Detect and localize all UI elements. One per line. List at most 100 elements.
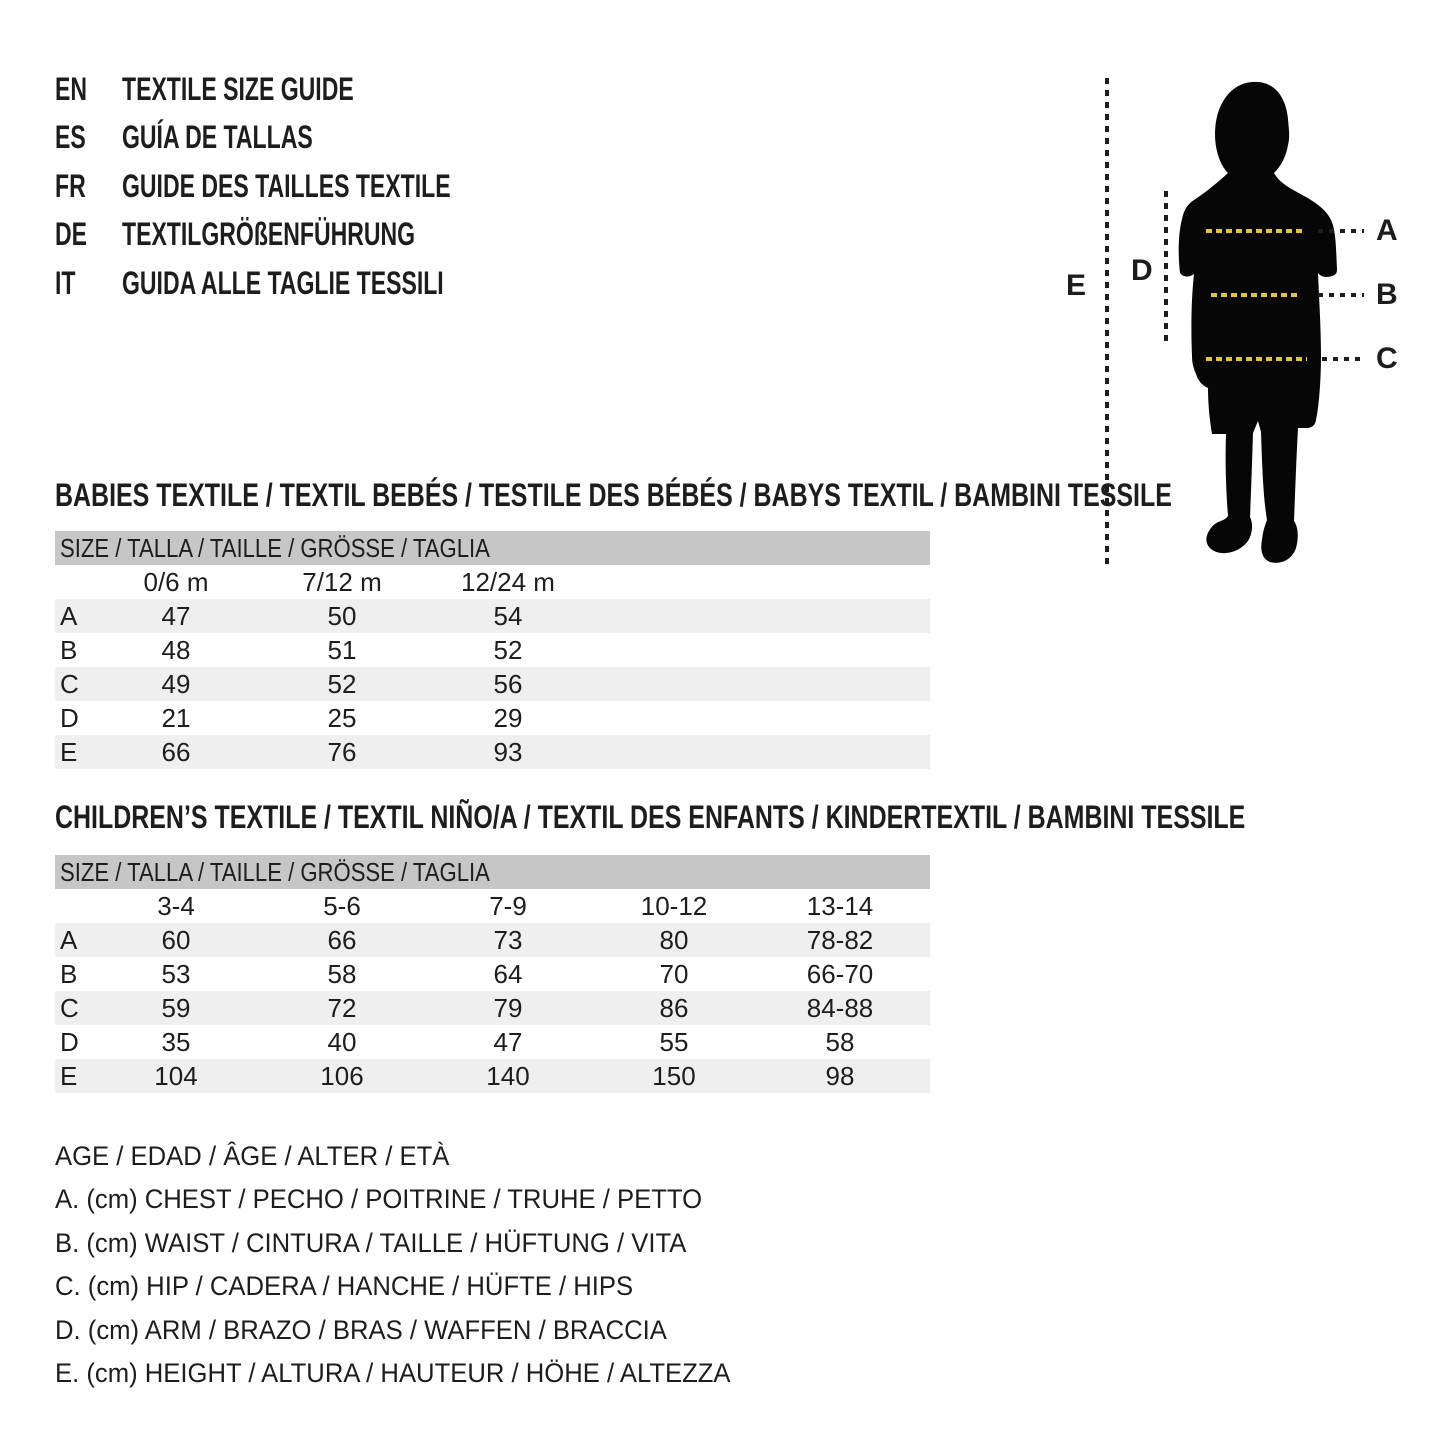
cell-value: 66-70: [806, 958, 874, 989]
size-header-bar: SIZE / TALLA / TAILLE / GRÖSSE / TAGLIA: [55, 855, 930, 889]
figure-label-arm-D: D: [1131, 254, 1153, 287]
row-label: C: [60, 668, 79, 699]
cell-value: 54: [493, 600, 523, 631]
column-header: 0/6 m: [143, 566, 209, 597]
column-header: 12/24 m: [461, 566, 555, 597]
cell-value: 52: [493, 634, 523, 665]
table-row: D 21 25 29: [55, 701, 930, 735]
cell-value: 93: [493, 736, 523, 767]
figure-label-height-E: E: [1066, 269, 1087, 302]
header-row-fr: FR GUIDE DES TAILLES TEXTILE: [55, 167, 578, 204]
cell-value: 84-88: [806, 992, 874, 1023]
cell-value: 140: [486, 1060, 530, 1091]
height-measure-line-E: [1105, 78, 1109, 570]
guide-title: TEXTILE SIZE GUIDE: [122, 70, 354, 107]
cell-value: 59: [161, 992, 191, 1023]
cell-value: 70: [659, 958, 689, 989]
cell-value: 47: [161, 600, 191, 631]
cell-value: 104: [154, 1060, 198, 1091]
cell-value: 48: [161, 634, 191, 665]
figure-label-waist-B: B: [1376, 278, 1398, 311]
column-header-row: 3-4 5-6 7-9 10-12 13-14: [55, 889, 930, 923]
children-size-table: SIZE / TALLA / TAILLE / GRÖSSE / TAGLIA …: [55, 855, 930, 1093]
legend-chest: A. (cm) CHEST / PECHO / POITRINE / TRUHE…: [55, 1183, 703, 1214]
cell-value: 72: [327, 992, 357, 1023]
waist-line-dashes: [1211, 293, 1300, 297]
cell-value: 49: [161, 668, 191, 699]
table-row: C 49 52 56: [55, 667, 930, 701]
row-label: E: [60, 736, 78, 767]
size-header-label: SIZE / TALLA / TAILLE / GRÖSSE / TAGLIA: [60, 532, 490, 563]
language-code: FR: [55, 167, 86, 204]
column-header: 13-14: [806, 890, 874, 921]
column-header: 5-6: [323, 890, 361, 921]
figure-label-chest-A: A: [1376, 214, 1398, 247]
row-label: E: [60, 1060, 78, 1091]
column-header: 10-12: [640, 890, 708, 921]
guide-title: TEXTILGRÖßENFÜHRUNG: [122, 215, 416, 252]
cell-value: 86: [659, 992, 689, 1023]
cell-value: 98: [825, 1060, 855, 1091]
row-label: C: [60, 992, 79, 1023]
cell-value: 52: [327, 668, 357, 699]
cell-value: 64: [493, 958, 523, 989]
row-label: A: [60, 924, 78, 955]
language-code: EN: [55, 70, 88, 107]
cell-value: 78-82: [806, 924, 874, 955]
cell-value: 150: [652, 1060, 696, 1091]
cell-value: 73: [493, 924, 523, 955]
table-row: A 60 66 73 80 78-82: [55, 923, 930, 957]
cell-value: 58: [327, 958, 357, 989]
legend-age: AGE / EDAD / ÂGE / ALTER / ETÀ: [55, 1140, 450, 1171]
table-row: C 59 72 79 86 84-88: [55, 991, 930, 1025]
guide-title: GUÍA DE TALLAS: [122, 118, 313, 155]
babies-section-title: BABIES TEXTILE / TEXTIL BEBÉS / TESTILE …: [55, 476, 1172, 513]
size-header-bar: SIZE / TALLA / TAILLE / GRÖSSE / TAGLIA: [55, 531, 930, 565]
cell-value: 66: [161, 736, 191, 767]
table-row: B 53 58 64 70 66-70: [55, 957, 930, 991]
column-header: 7/12 m: [302, 566, 382, 597]
column-header: 3-4: [157, 890, 195, 921]
cell-value: 35: [161, 1026, 191, 1057]
language-code: ES: [55, 118, 86, 155]
cell-value: 66: [327, 924, 357, 955]
table-row: E 104 106 140 150 98: [55, 1059, 930, 1093]
child-silhouette: [1178, 81, 1337, 563]
guide-title: GUIDE DES TAILLES TEXTILE: [122, 167, 451, 204]
row-label: A: [60, 600, 78, 631]
legend-waist: B. (cm) WAIST / CINTURA / TAILLE / HÜFTU…: [55, 1227, 687, 1258]
column-header-row: 0/6 m 7/12 m 12/24 m: [55, 565, 930, 599]
table-row: D 35 40 47 55 58: [55, 1025, 930, 1059]
cell-value: 80: [659, 924, 689, 955]
legend-height: E. (cm) HEIGHT / ALTURA / HAUTEUR / HÖHE…: [55, 1357, 731, 1388]
row-label: B: [60, 958, 78, 989]
row-label: D: [60, 1026, 79, 1057]
cell-value: 47: [493, 1026, 523, 1057]
table-row: B 48 51 52: [55, 633, 930, 667]
arm-measure-line-D: [1164, 191, 1168, 344]
table-row: E 66 76 93: [55, 735, 930, 769]
legend-arm: D. (cm) ARM / BRAZO / BRAS / WAFFEN / BR…: [55, 1314, 667, 1345]
row-label: B: [60, 634, 78, 665]
language-code: IT: [55, 264, 76, 301]
table-row: A 47 50 54: [55, 599, 930, 633]
size-header-label: SIZE / TALLA / TAILLE / GRÖSSE / TAGLIA: [60, 856, 490, 887]
cell-value: 40: [327, 1026, 357, 1057]
legend-hip: C. (cm) HIP / CADERA / HANCHE / HÜFTE / …: [55, 1270, 634, 1301]
cell-value: 106: [320, 1060, 364, 1091]
header-row-es: ES GUÍA DE TALLAS: [55, 118, 387, 155]
chest-line-dots: [1318, 229, 1364, 233]
column-header: 7-9: [489, 890, 527, 921]
cell-value: 60: [161, 924, 191, 955]
cell-value: 29: [493, 702, 523, 733]
cell-value: 25: [327, 702, 357, 733]
hip-line-dots: [1322, 357, 1364, 361]
children-section-title: CHILDREN’S TEXTILE / TEXTIL NIÑO/A / TEX…: [55, 798, 1246, 835]
header-row-de: DE TEXTILGRÖßENFÜHRUNG: [55, 215, 529, 252]
waist-line-dots: [1318, 293, 1364, 297]
cell-value: 51: [327, 634, 357, 665]
cell-value: 58: [825, 1026, 855, 1057]
row-label: D: [60, 702, 79, 733]
cell-value: 53: [161, 958, 191, 989]
